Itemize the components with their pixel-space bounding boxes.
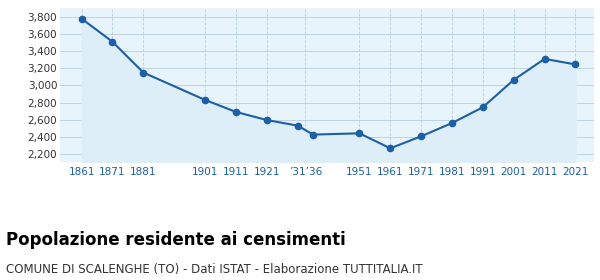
Text: COMUNE DI SCALENGHE (TO) - Dati ISTAT - Elaborazione TUTTITALIA.IT: COMUNE DI SCALENGHE (TO) - Dati ISTAT - … — [6, 263, 422, 276]
Text: Popolazione residente ai censimenti: Popolazione residente ai censimenti — [6, 231, 346, 249]
